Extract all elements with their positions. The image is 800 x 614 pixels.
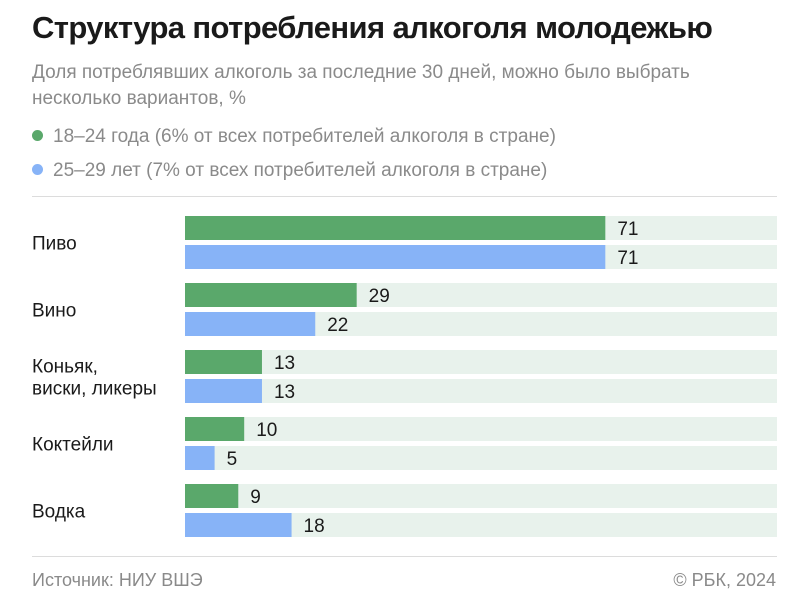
bar [185, 350, 262, 374]
chart-subtitle: Доля потреблявших алкоголь за последние … [32, 62, 690, 109]
bottom-divider [32, 556, 777, 557]
value-label: 71 [617, 248, 638, 269]
bar [185, 379, 262, 403]
value-label: 71 [617, 219, 638, 240]
value-label: 13 [274, 382, 295, 403]
bar-track [185, 379, 777, 403]
bar [185, 417, 245, 441]
legend-item-25-29: 25–29 лет (7% от всех потребителей алког… [32, 160, 547, 182]
bar-track [185, 484, 777, 508]
value-label: 10 [256, 420, 277, 441]
category-label: Коктейли [32, 435, 114, 456]
bar [185, 513, 292, 537]
category-label: Пиво [32, 234, 77, 255]
legend-dot-icon [32, 130, 43, 141]
copyright-note: © РБК, 2024 [673, 570, 776, 590]
bar-track [185, 350, 777, 374]
bar [185, 446, 215, 470]
category-label: Коньяк, виски, ликеры [32, 357, 157, 400]
top-divider [32, 196, 777, 197]
legend-label: 18–24 года (6% от всех потребителей алко… [53, 126, 556, 147]
value-label: 9 [250, 487, 261, 508]
legend-item-18-24: 18–24 года (6% от всех потребителей алко… [32, 126, 556, 148]
category-label: Водка [32, 502, 86, 523]
bar [185, 283, 357, 307]
value-label: 22 [327, 315, 348, 336]
legend-label: 25–29 лет (7% от всех потребителей алког… [53, 160, 548, 181]
legend-dot-icon [32, 164, 43, 175]
bar-track [185, 446, 777, 470]
source-note: Источник: НИУ ВШЭ [32, 570, 203, 590]
bar-track [185, 417, 777, 441]
bar [185, 484, 239, 508]
chart-title: Структура потребления алкоголя молодежью [32, 10, 713, 45]
bar [185, 216, 606, 240]
value-label: 5 [227, 449, 238, 470]
value-label: 29 [369, 286, 390, 307]
value-label: 13 [274, 353, 295, 374]
value-label: 18 [304, 516, 325, 537]
category-label: Вино [32, 301, 76, 322]
bar [185, 312, 316, 336]
bar [185, 245, 606, 269]
